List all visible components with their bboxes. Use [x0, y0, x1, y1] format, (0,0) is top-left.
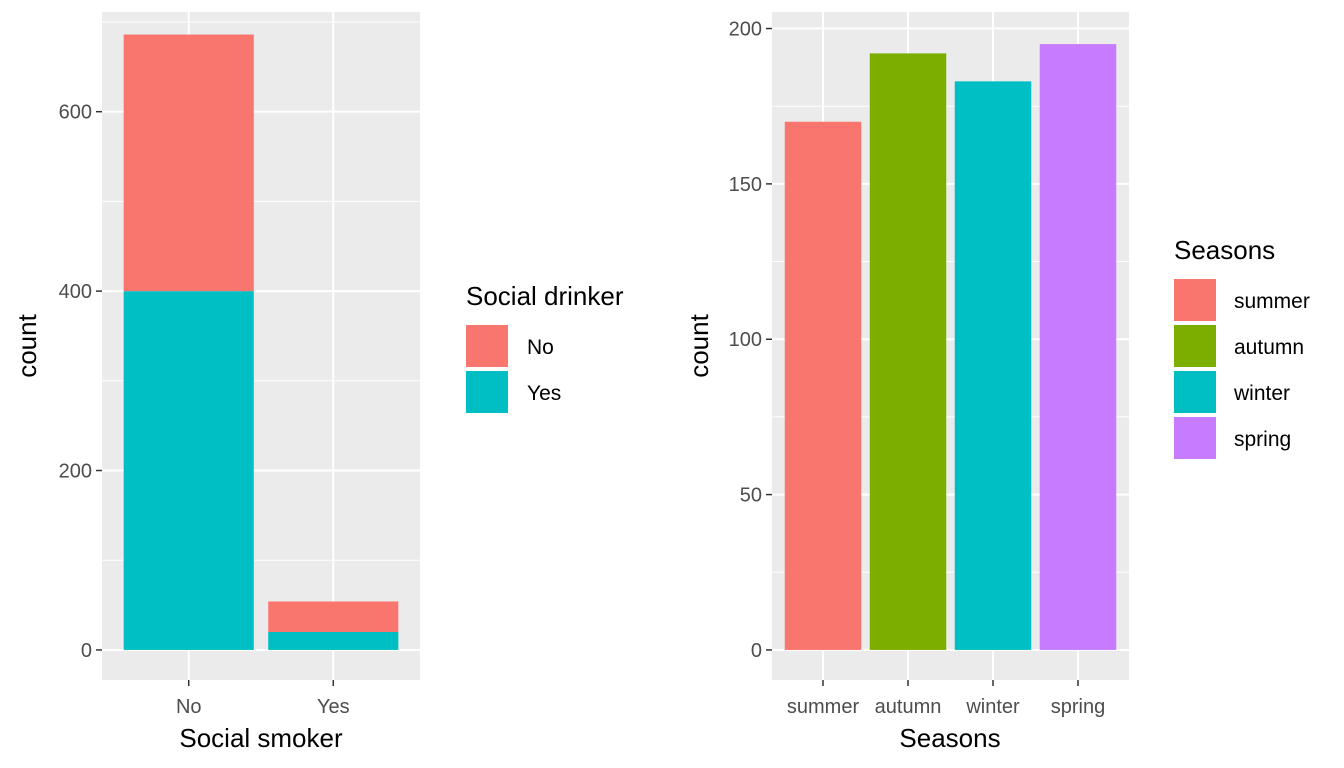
legend-label-yes: Yes	[527, 382, 561, 405]
y-tick-label: 50	[740, 485, 762, 507]
y-tick-label: 400	[59, 281, 92, 303]
legend-key-yes	[466, 371, 508, 413]
bars	[123, 34, 399, 650]
bar-no-yes	[123, 291, 254, 650]
bar-summer	[784, 121, 862, 650]
legend-label-no: No	[527, 336, 554, 359]
legend-key-spring	[1174, 417, 1216, 459]
bar-yes-yes	[268, 631, 399, 650]
bar-yes-no	[268, 601, 399, 632]
x-axis: summer autumn winter spring	[787, 680, 1105, 718]
chart-seasons: 0 50 100 150 200 summer autumn winter spring Se…	[684, 12, 1310, 753]
legend-title: Seasons	[1174, 235, 1275, 265]
y-tick-label: 200	[729, 19, 762, 41]
x-axis: No Yes	[176, 680, 350, 718]
bar-no-no	[123, 34, 254, 292]
x-axis-title: Seasons	[899, 723, 1000, 753]
x-axis-title: Social smoker	[179, 723, 343, 753]
y-axis: 0 50 100 150 200	[729, 19, 772, 662]
chart-social-smoker: 0 200 400 600 No Yes Social smoker count Soc…	[12, 12, 624, 753]
legend-key-autumn	[1174, 325, 1216, 367]
legend-label-spring: spring	[1234, 428, 1291, 451]
y-tick-label: 0	[751, 640, 762, 662]
legend-label-summer: summer	[1234, 290, 1310, 313]
x-tick-label: spring	[1051, 696, 1105, 718]
bar-spring	[1039, 44, 1117, 650]
legend: Social drinker No Yes	[466, 281, 624, 413]
x-tick-label: winter	[965, 696, 1020, 718]
legend-key-summer	[1174, 279, 1216, 321]
y-tick-label: 0	[81, 640, 92, 662]
y-tick-label: 150	[729, 174, 762, 196]
y-tick-label: 600	[59, 102, 92, 124]
x-tick-label: Yes	[317, 696, 350, 718]
x-tick-label: autumn	[875, 696, 942, 718]
y-axis: 0 200 400 600	[59, 102, 102, 662]
x-tick-label: summer	[787, 696, 860, 718]
y-tick-label: 200	[59, 461, 92, 483]
y-axis-title: count	[12, 313, 42, 377]
legend-label-autumn: autumn	[1234, 336, 1304, 359]
y-tick-label: 100	[729, 329, 762, 351]
legend-key-no	[466, 325, 508, 367]
y-axis-title: count	[684, 313, 714, 377]
bar-winter	[954, 81, 1032, 650]
legend-key-winter	[1174, 371, 1216, 413]
legend: Seasons summer autumn winter spring	[1174, 235, 1310, 459]
legend-title: Social drinker	[466, 281, 624, 311]
legend-label-winter: winter	[1233, 382, 1290, 405]
x-tick-label: No	[176, 696, 202, 718]
bar-autumn	[869, 53, 947, 650]
bars	[784, 44, 1117, 650]
